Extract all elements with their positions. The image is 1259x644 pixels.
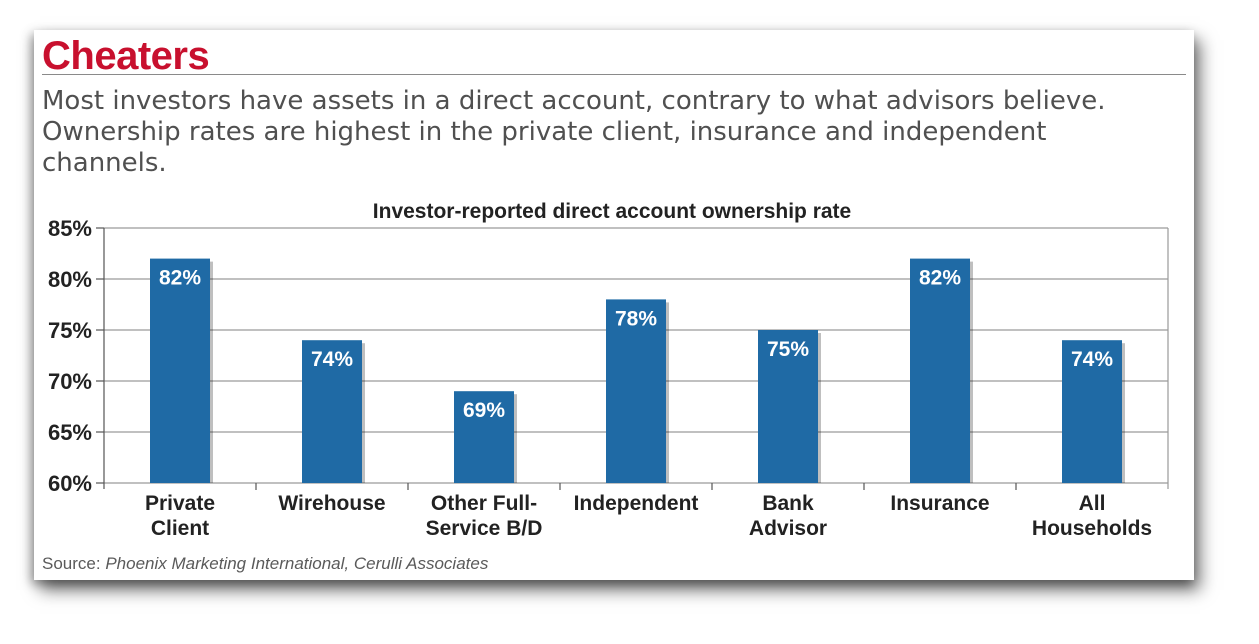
- bar-chart: Investor-reported direct account ownersh…: [48, 200, 1169, 540]
- x-category-label: Insurance: [890, 492, 989, 515]
- x-category-label: Private: [145, 492, 215, 515]
- source-text: Phoenix Marketing International, Cerulli…: [105, 554, 489, 573]
- bar-value-label: 82%: [919, 267, 961, 290]
- bar: [1062, 340, 1122, 483]
- y-tick-label: 85%: [48, 216, 92, 241]
- page-subtitle: Most investors have assets in a direct a…: [42, 86, 1106, 178]
- y-tick-label: 65%: [48, 420, 92, 445]
- bar-value-label: 69%: [463, 399, 505, 422]
- x-category-label: All: [1079, 492, 1106, 515]
- bar: [302, 340, 362, 483]
- bar: [606, 299, 666, 483]
- bar: [150, 258, 210, 483]
- x-category-label: Households: [1032, 517, 1152, 540]
- bar-value-label: 78%: [615, 307, 657, 330]
- x-category-label: Independent: [574, 492, 699, 515]
- bar-value-label: 74%: [1071, 348, 1113, 371]
- y-axis-labels: 60% 65% 70% 75% 80% 85%: [48, 216, 92, 496]
- chart-title: Investor-reported direct account ownersh…: [373, 200, 851, 223]
- title-divider: [42, 74, 1186, 75]
- chart-card: Cheaters Most investors have assets in a…: [34, 30, 1194, 580]
- y-tick-label: 70%: [48, 369, 92, 394]
- x-category-label: Client: [151, 517, 209, 540]
- y-tick-label: 60%: [48, 471, 92, 496]
- y-tick-label: 75%: [48, 318, 92, 343]
- bar-value-label: 82%: [159, 267, 201, 290]
- y-tick-label: 80%: [48, 267, 92, 292]
- bar-value-label: 75%: [767, 338, 809, 361]
- chart-bars: 82% 74% 69% 78% 75% 82% 74%: [150, 258, 1125, 483]
- x-category-label: Bank: [762, 492, 814, 515]
- x-category-label: Wirehouse: [278, 492, 385, 515]
- x-category-label: Other Full-: [431, 492, 537, 515]
- bar: [758, 330, 818, 483]
- source-label: Source:: [42, 554, 101, 573]
- source-note: Source: Phoenix Marketing International,…: [42, 554, 488, 574]
- bar: [454, 391, 514, 483]
- x-category-label: Advisor: [749, 517, 827, 540]
- page-title: Cheaters: [42, 34, 210, 78]
- bar: [910, 258, 970, 483]
- x-category-label: Service B/D: [426, 517, 543, 540]
- bar-value-label: 74%: [311, 348, 353, 371]
